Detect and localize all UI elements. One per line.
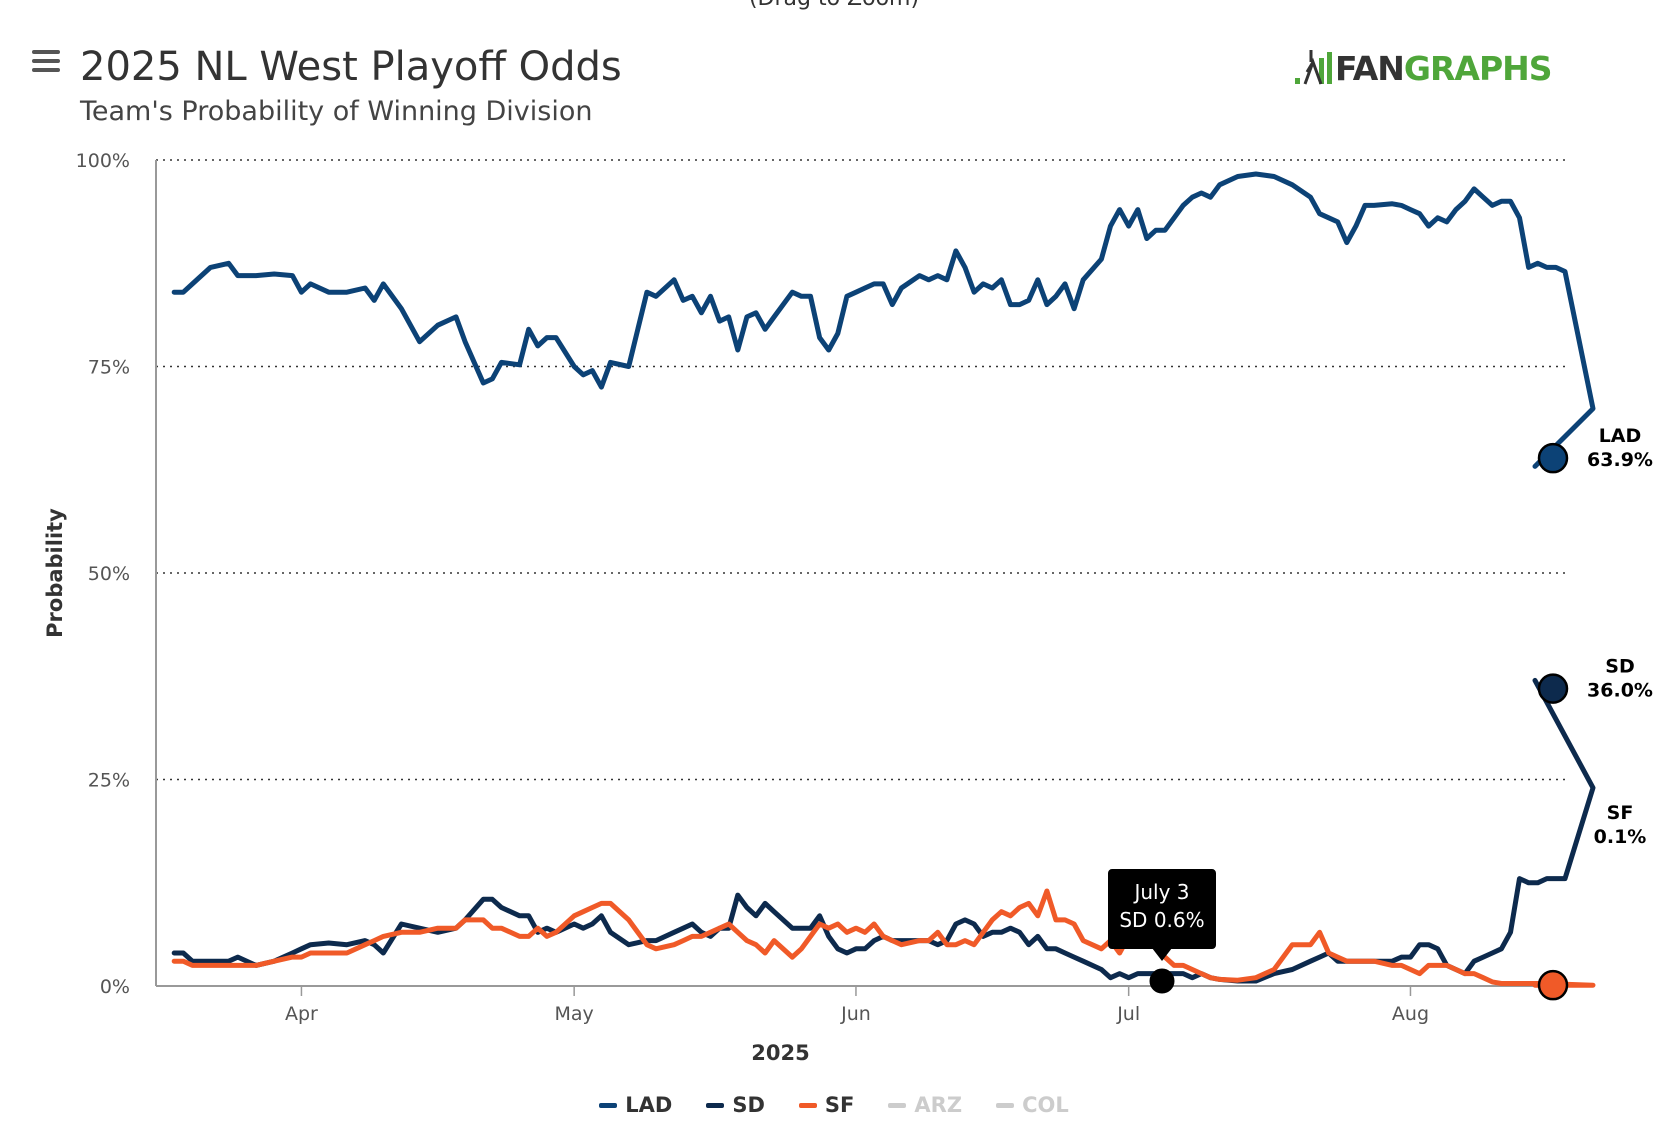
tooltip-value: SD 0.6% (1119, 908, 1204, 932)
legend-item-col[interactable]: COL (996, 1093, 1069, 1117)
end-label-value-sf: 0.1% (1594, 826, 1647, 848)
end-marker-sf (1537, 969, 1569, 1001)
tooltip-marker (1149, 968, 1175, 994)
end-marker-sd (1537, 673, 1569, 704)
y-tick-label: 75% (88, 357, 130, 379)
x-tick-label: Jul (1116, 1003, 1140, 1025)
legend-label: LAD (625, 1093, 673, 1117)
tooltip-pointer (1152, 948, 1172, 962)
legend-swatch (888, 1102, 907, 1108)
tooltip-box (1108, 869, 1216, 950)
x-tick-label: Apr (285, 1003, 318, 1025)
logo-text-graphs: GRAPHS (1403, 48, 1553, 88)
tooltip-date: July 3 (1132, 880, 1189, 904)
legend-label: SD (732, 1093, 765, 1117)
end-label-name-lad: LAD (1599, 425, 1642, 447)
chart-legend: LAD SD SF ARZ COL (0, 1093, 1668, 1117)
legend-swatch (798, 1102, 817, 1108)
legend-label: COL (1022, 1093, 1069, 1117)
legend-item-arz[interactable]: ARZ (888, 1093, 962, 1117)
x-axis-title: 2025 (751, 1041, 809, 1065)
y-tick-label: 0% (100, 976, 130, 998)
series-line-lad (171, 171, 1596, 469)
legend-swatch (996, 1102, 1015, 1108)
y-tick-label: 25% (88, 770, 130, 792)
fangraphs-logo-icon (1295, 50, 1332, 85)
chart-subtitle: Team's Probability of Winning Division (80, 96, 593, 127)
zoom-hint: (Drag to Zoom) (0, 0, 1668, 11)
legend-label: ARZ (914, 1093, 963, 1117)
legend-item-sd[interactable]: SD (706, 1093, 765, 1117)
y-axis-title: Probability (43, 508, 67, 638)
y-tick-label: 50% (88, 563, 130, 585)
y-tick-label: 100% (76, 150, 130, 172)
hamburger-menu-icon[interactable] (32, 50, 60, 74)
legend-label: SF (824, 1093, 855, 1117)
legend-item-lad[interactable]: LAD (599, 1093, 672, 1117)
legend-item-sf[interactable]: SF (798, 1093, 855, 1117)
series-line-sd (171, 677, 1596, 984)
end-marker-lad (1537, 442, 1569, 474)
end-label-name-sf: SF (1607, 802, 1634, 824)
x-tick-label: Aug (1392, 1003, 1429, 1025)
end-label-value-lad: 63.9% (1587, 449, 1653, 471)
chart-title: 2025 NL West Playoff Odds (80, 44, 622, 90)
end-label-value-sd: 36.0% (1587, 680, 1653, 702)
series-line-sf (171, 888, 1596, 988)
end-label-name-sd: SD (1605, 656, 1634, 678)
x-tick-label: Jun (840, 1003, 871, 1025)
legend-swatch (599, 1102, 618, 1108)
fangraphs-logo: FAN GRAPHS (1293, 46, 1553, 90)
logo-text-fan: FAN (1335, 48, 1405, 88)
legend-swatch (706, 1102, 725, 1108)
x-tick-label: May (555, 1003, 594, 1025)
